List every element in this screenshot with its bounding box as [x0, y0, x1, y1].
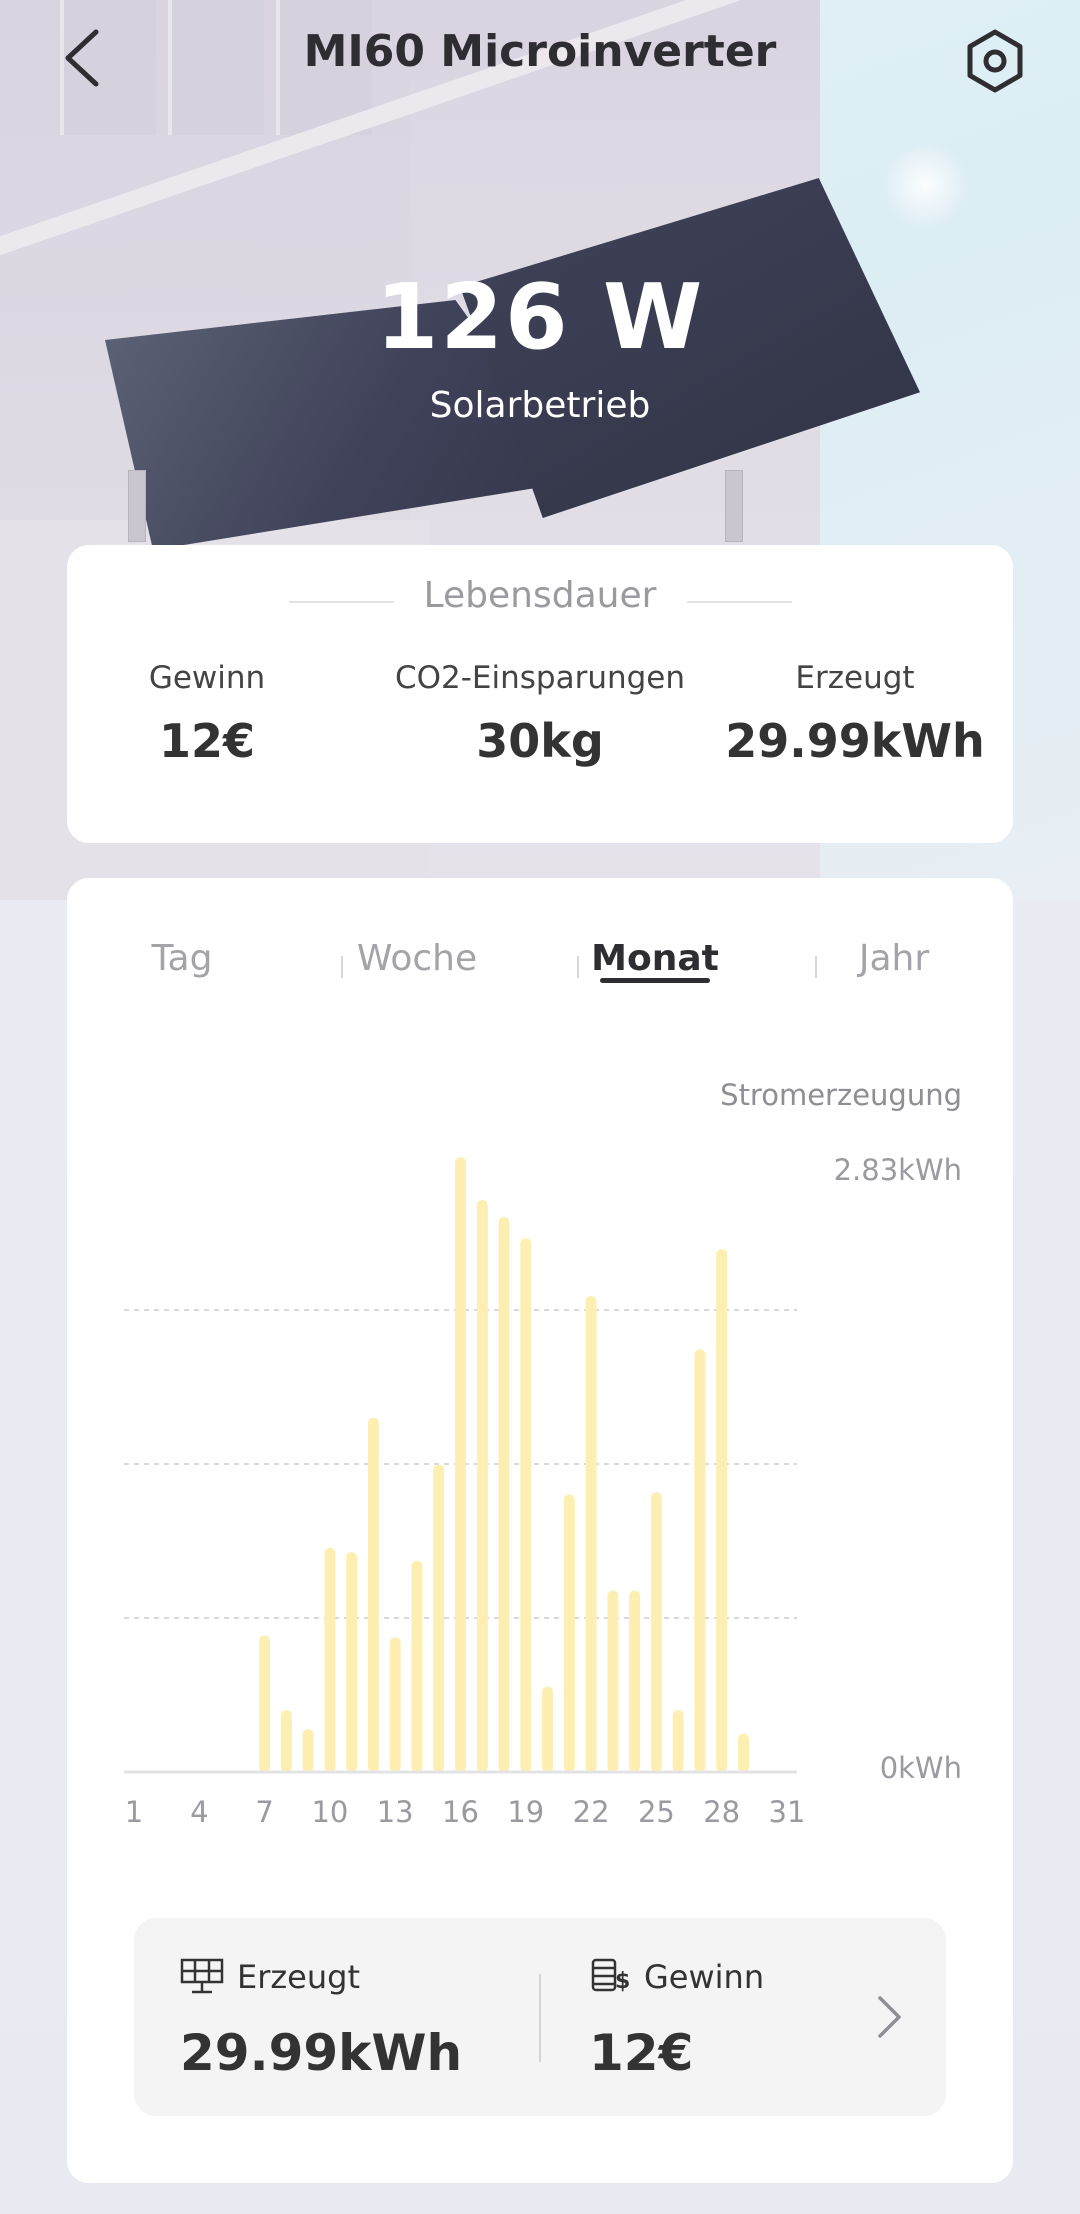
bar-day-14 [411, 1560, 423, 1772]
page-title: MI60 Microinverter [303, 26, 777, 77]
energy-chart-card: Tag Woche Monat Jahr Stromerzeugung 2.83… [67, 878, 1013, 2183]
x-tick-label: 10 [311, 1795, 348, 1829]
summary-profit-value: 12€ [589, 2024, 694, 2082]
bar-day-28 [716, 1249, 728, 1772]
lifetime-stat-profit: Gewinn 12€ [57, 660, 357, 768]
x-tick-label: 31 [769, 1795, 806, 1829]
chevron-right-icon[interactable] [874, 1994, 904, 2040]
operating-mode: Solarbetrieb [429, 385, 651, 426]
bar-day-20 [542, 1686, 554, 1772]
stat-value: 30kg [476, 714, 604, 768]
bar-day-21 [563, 1494, 575, 1772]
lifetime-stat-generated: Erzeugt 29.99kWh [705, 660, 1005, 768]
summary-generated-value: 29.99kWh [180, 2024, 463, 2082]
tab-month[interactable]: Monat [555, 938, 755, 983]
bar-day-16 [455, 1157, 466, 1772]
x-tick-label: 7 [255, 1795, 273, 1829]
x-tick-label: 22 [573, 1795, 610, 1829]
hexagon-settings-icon[interactable] [960, 26, 1030, 96]
stat-label: CO2-Einsparungen [394, 660, 686, 696]
bar-day-29 [738, 1733, 749, 1772]
bar-day-24 [629, 1590, 641, 1772]
x-tick-label: 28 [703, 1795, 740, 1829]
summary-panel[interactable]: Erzeugt 29.99kWh $ Gewinn 12€ [134, 1918, 946, 2116]
lifetime-card: Lebensdauer Gewinn 12€ CO2-Einsparungen … [67, 545, 1013, 843]
bar-day-7 [259, 1635, 271, 1772]
x-tick-label: 25 [638, 1795, 675, 1829]
generation-bar-chart: Stromerzeugung 2.83kWh 0kWh 1 4 7 10 13 16 19 2… [124, 1078, 962, 1829]
stat-label: Gewinn [148, 660, 266, 696]
bar-day-23 [607, 1590, 619, 1772]
bar-day-22 [585, 1296, 597, 1772]
bar-day-11 [346, 1552, 358, 1772]
bar-day-9 [302, 1729, 314, 1772]
active-tab-underline [600, 978, 710, 983]
current-power: 126 W [375, 265, 705, 370]
chart-title: Stromerzeugung [720, 1078, 962, 1112]
x-tick-label: 4 [190, 1795, 208, 1829]
lifetime-stat-co2: CO2-Einsparungen 30kg [390, 660, 690, 768]
bar-day-8 [280, 1710, 292, 1772]
bar-day-13 [389, 1637, 401, 1772]
x-tick-label: 19 [507, 1795, 544, 1829]
stat-value: 29.99kWh [725, 714, 985, 768]
tab-day[interactable]: Tag [151, 938, 213, 979]
bar-day-15 [433, 1464, 445, 1772]
solar-panel-icon [180, 1958, 224, 1994]
lifetime-heading: Lebensdauer [67, 575, 1013, 616]
bar-day-25 [650, 1492, 662, 1772]
bar-day-17 [476, 1200, 488, 1772]
x-tick-label: 1 [125, 1795, 143, 1829]
bar-day-18 [498, 1217, 510, 1772]
bar-day-10 [324, 1547, 336, 1772]
bar-day-19 [520, 1238, 532, 1772]
tab-week[interactable]: Woche [356, 938, 478, 979]
svg-text:$: $ [615, 1969, 630, 1994]
summary-generated-label: Erzeugt [237, 1958, 360, 1996]
bar-day-12 [367, 1417, 379, 1772]
y-max-label: 2.83kWh [834, 1153, 962, 1187]
bar-day-26 [672, 1710, 684, 1772]
x-tick-label: 16 [442, 1795, 479, 1829]
tab-year[interactable]: Jahr [858, 938, 930, 979]
stat-label: Erzeugt [795, 660, 915, 696]
x-tick-label: 13 [377, 1795, 414, 1829]
summary-profit-label: Gewinn [644, 1958, 765, 1996]
stat-value: 12€ [158, 714, 256, 768]
period-tabs: Tag Woche Monat Jahr [107, 938, 973, 1018]
top-bar: MI60 Microinverter [0, 0, 1080, 120]
bar-day-27 [694, 1349, 706, 1772]
y-min-label: 0kWh [880, 1751, 962, 1785]
chevron-left-icon[interactable] [60, 28, 110, 88]
money-stack-icon: $ [591, 1958, 630, 1994]
